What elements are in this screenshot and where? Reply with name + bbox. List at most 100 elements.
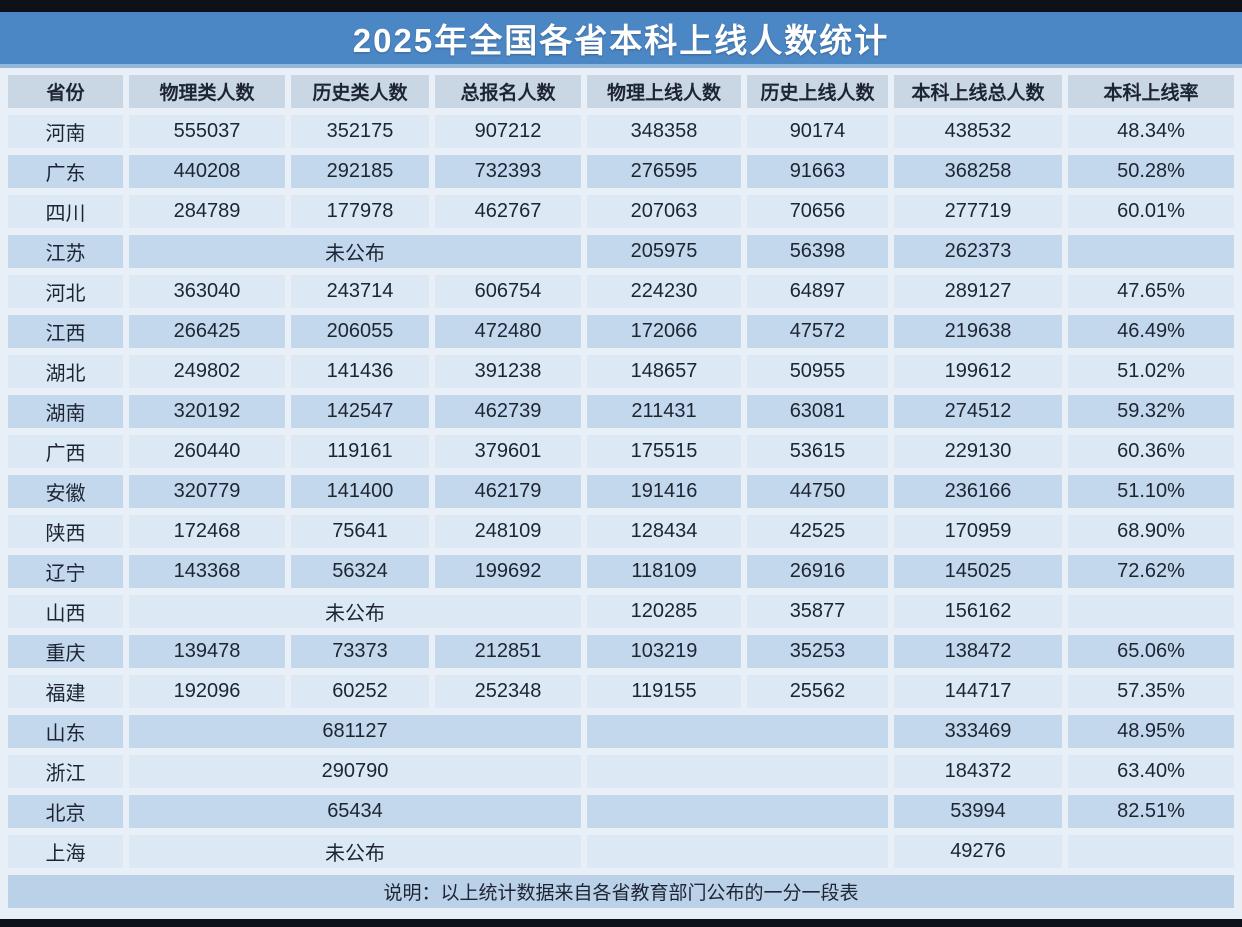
value-cell: 368258	[894, 155, 1062, 188]
value-cell: 51.02%	[1068, 355, 1234, 388]
value-cell: 276595	[587, 155, 741, 188]
value-cell: 212851	[435, 635, 581, 668]
value-cell: 732393	[435, 155, 581, 188]
column-header-history-count: 历史类人数	[291, 75, 429, 108]
value-cell: 63081	[747, 395, 888, 428]
value-cell: 224230	[587, 275, 741, 308]
value-cell	[587, 795, 888, 828]
value-cell: 907212	[435, 115, 581, 148]
value-cell: 42525	[747, 515, 888, 548]
value-cell: 50.28%	[1068, 155, 1234, 188]
value-cell: 211431	[587, 395, 741, 428]
column-header-total-above-line: 本科上线总人数	[894, 75, 1062, 108]
value-cell: 60252	[291, 675, 429, 708]
value-cell: 25562	[747, 675, 888, 708]
value-cell: 73373	[291, 635, 429, 668]
value-cell: 未公布	[129, 835, 581, 868]
value-cell: 472480	[435, 315, 581, 348]
table-row: 广东 440208 292185 732393 276595 91663 368258 50.…	[8, 155, 1234, 188]
value-cell: 35877	[747, 595, 888, 628]
value-cell: 284789	[129, 195, 285, 228]
value-cell: 49276	[894, 835, 1062, 868]
table-row: 浙江 290790 184372 63.40%	[8, 755, 1234, 788]
column-header-physics-above-line: 物理上线人数	[587, 75, 741, 108]
value-cell: 248109	[435, 515, 581, 548]
value-cell: 44750	[747, 475, 888, 508]
value-cell: 50955	[747, 355, 888, 388]
province-cell: 广西	[8, 435, 123, 468]
value-cell: 119161	[291, 435, 429, 468]
province-cell: 湖北	[8, 355, 123, 388]
value-cell: 262373	[894, 235, 1062, 268]
value-cell: 120285	[587, 595, 741, 628]
value-cell: 191416	[587, 475, 741, 508]
value-cell: 170959	[894, 515, 1062, 548]
value-cell: 未公布	[129, 595, 581, 628]
value-cell: 320779	[129, 475, 285, 508]
value-cell: 438532	[894, 115, 1062, 148]
value-cell: 68.90%	[1068, 515, 1234, 548]
table-row: 重庆 139478 73373 212851 103219 35253 138472 65.0…	[8, 635, 1234, 668]
value-cell: 75641	[291, 515, 429, 548]
value-cell: 243714	[291, 275, 429, 308]
value-cell: 118109	[587, 555, 741, 588]
value-cell: 175515	[587, 435, 741, 468]
value-cell: 391238	[435, 355, 581, 388]
value-cell: 249802	[129, 355, 285, 388]
value-cell: 72.62%	[1068, 555, 1234, 588]
value-cell: 199612	[894, 355, 1062, 388]
value-cell: 440208	[129, 155, 285, 188]
table-row: 广西 260440 119161 379601 175515 53615 229130 60.…	[8, 435, 1234, 468]
value-cell: 141436	[291, 355, 429, 388]
column-header-above-line-rate: 本科上线率	[1068, 75, 1234, 108]
value-cell: 103219	[587, 635, 741, 668]
table-row: 安徽 320779 141400 462179 191416 44750 236166 51.…	[8, 475, 1234, 508]
value-cell: 555037	[129, 115, 285, 148]
value-cell: 379601	[435, 435, 581, 468]
value-cell: 274512	[894, 395, 1062, 428]
value-cell: 177978	[291, 195, 429, 228]
province-cell: 江西	[8, 315, 123, 348]
value-cell: 64897	[747, 275, 888, 308]
province-cell: 山东	[8, 715, 123, 748]
value-cell: 462179	[435, 475, 581, 508]
province-cell: 辽宁	[8, 555, 123, 588]
value-cell: 681127	[129, 715, 581, 748]
table-row: 江西 266425 206055 472480 172066 47572 219638 46.…	[8, 315, 1234, 348]
province-cell: 福建	[8, 675, 123, 708]
value-cell: 48.34%	[1068, 115, 1234, 148]
value-cell: 320192	[129, 395, 285, 428]
province-cell: 河北	[8, 275, 123, 308]
footer-note-row: 说明：以上统计数据来自各省教育部门公布的一分一段表	[8, 875, 1234, 908]
value-cell: 47.65%	[1068, 275, 1234, 308]
value-cell: 35253	[747, 635, 888, 668]
province-cell: 江苏	[8, 235, 123, 268]
value-cell: 205975	[587, 235, 741, 268]
value-cell: 333469	[894, 715, 1062, 748]
value-cell: 252348	[435, 675, 581, 708]
value-cell: 229130	[894, 435, 1062, 468]
value-cell: 606754	[435, 275, 581, 308]
value-cell: 144717	[894, 675, 1062, 708]
province-cell: 安徽	[8, 475, 123, 508]
value-cell: 352175	[291, 115, 429, 148]
value-cell: 266425	[129, 315, 285, 348]
value-cell	[1068, 835, 1234, 868]
value-cell: 128434	[587, 515, 741, 548]
value-cell: 292185	[291, 155, 429, 188]
value-cell	[1068, 595, 1234, 628]
value-cell: 56324	[291, 555, 429, 588]
table-row: 山西 未公布 120285 35877 156162	[8, 595, 1234, 628]
table-row: 上海 未公布 49276	[8, 835, 1234, 868]
value-cell: 156162	[894, 595, 1062, 628]
value-cell: 206055	[291, 315, 429, 348]
value-cell: 138472	[894, 635, 1062, 668]
value-cell	[587, 755, 888, 788]
value-cell: 289127	[894, 275, 1062, 308]
value-cell: 65434	[129, 795, 581, 828]
column-header-history-above-line: 历史上线人数	[747, 75, 888, 108]
table-row: 辽宁 143368 56324 199692 118109 26916 145025 72.6…	[8, 555, 1234, 588]
value-cell: 48.95%	[1068, 715, 1234, 748]
value-cell: 363040	[129, 275, 285, 308]
value-cell: 277719	[894, 195, 1062, 228]
